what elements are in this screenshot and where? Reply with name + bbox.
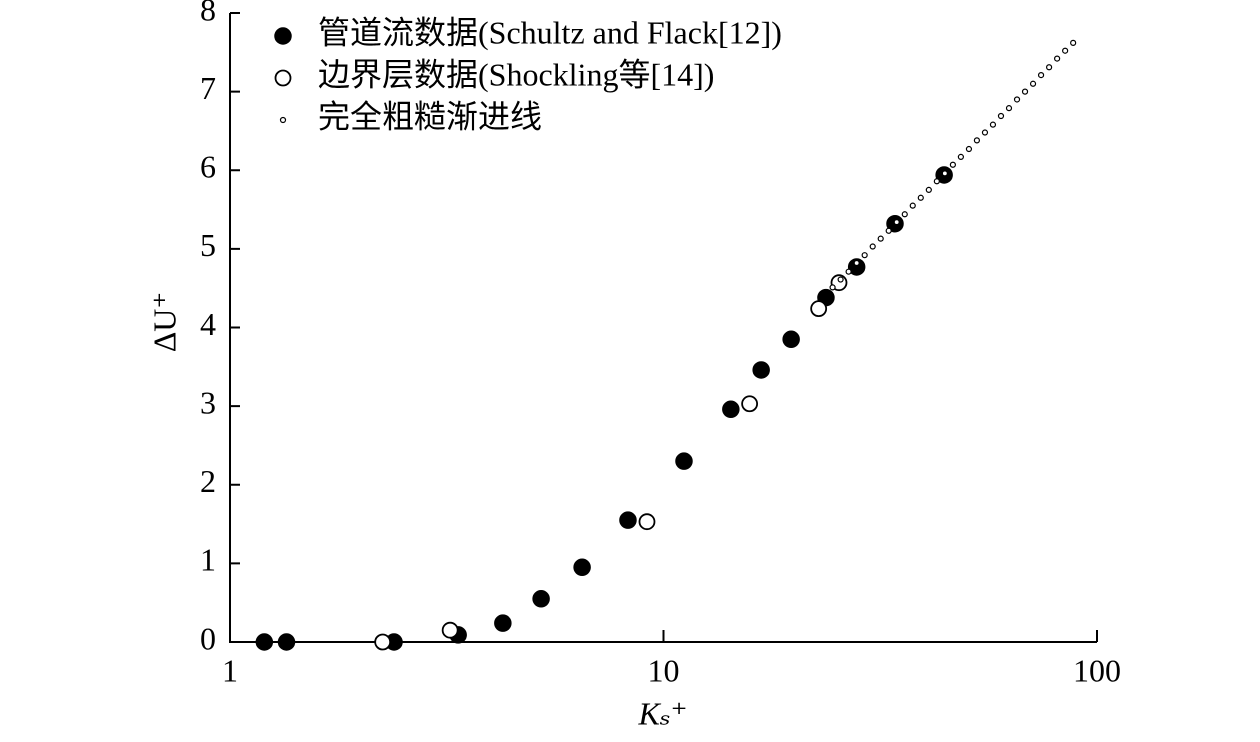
y-tick-label: 2 [200, 463, 216, 499]
data-point [965, 145, 973, 153]
data-point [957, 153, 964, 160]
data-point [853, 259, 860, 267]
legend-label: 边界层数据(Shockling等[14]) [318, 56, 714, 92]
data-point [1046, 64, 1053, 71]
data-point [1037, 72, 1045, 79]
data-point [941, 170, 948, 177]
data-point [981, 129, 989, 136]
data-point [810, 300, 828, 318]
data-point [861, 252, 868, 259]
legend-marker [274, 27, 292, 45]
data-point [752, 361, 770, 379]
data-point [973, 137, 981, 144]
data-point [573, 558, 591, 577]
data-point [741, 395, 759, 413]
legend-marker [279, 116, 287, 124]
data-point [1054, 55, 1061, 62]
y-tick-label: 7 [200, 70, 216, 106]
data-point [441, 621, 459, 639]
data-point [675, 452, 693, 470]
data-point [901, 211, 908, 218]
data-point [1013, 96, 1021, 103]
data-point [1070, 39, 1077, 46]
data-point [893, 219, 900, 226]
data-point [877, 235, 884, 242]
data-point [374, 633, 392, 651]
data-point [494, 614, 512, 632]
y-tick-label: 6 [200, 149, 216, 185]
data-point [869, 243, 876, 250]
y-tick-label: 4 [200, 306, 216, 342]
legend-marker [274, 69, 292, 87]
x-tick-label: 10 [648, 652, 680, 688]
y-tick-label: 3 [200, 384, 216, 420]
data-point [989, 121, 997, 128]
data-point [722, 400, 740, 419]
x-tick-label: 1 [222, 652, 238, 688]
data-point [619, 511, 637, 529]
x-tick-label: 100 [1073, 652, 1121, 688]
data-point [638, 513, 656, 531]
data-point [782, 330, 800, 349]
data-point [949, 161, 956, 168]
data-point [997, 112, 1005, 120]
data-point [925, 186, 932, 194]
y-tick-label: 5 [200, 227, 216, 263]
data-point [277, 633, 296, 651]
data-point [909, 202, 916, 209]
y-axis-label: ΔU⁺ [146, 292, 182, 353]
x-axis-label: Kₛ⁺ [637, 695, 687, 731]
data-point [1021, 88, 1029, 95]
data-point [847, 258, 866, 276]
data-point [885, 227, 892, 234]
y-tick-label: 1 [200, 542, 216, 578]
y-tick-label: 0 [200, 620, 216, 656]
data-point [829, 284, 836, 291]
data-point [532, 590, 550, 608]
legend-label: 完全粗糙渐进线 [318, 98, 542, 134]
data-point [1062, 47, 1069, 54]
data-point [837, 276, 844, 283]
data-point [845, 268, 852, 275]
legend-label: 管道流数据(Schultz and Flack[12]) [318, 14, 782, 50]
data-point [933, 178, 940, 185]
data-point [1029, 80, 1037, 87]
data-point [1005, 105, 1013, 112]
data-point [255, 633, 274, 651]
y-tick-label: 8 [200, 0, 216, 27]
data-point [917, 194, 924, 201]
